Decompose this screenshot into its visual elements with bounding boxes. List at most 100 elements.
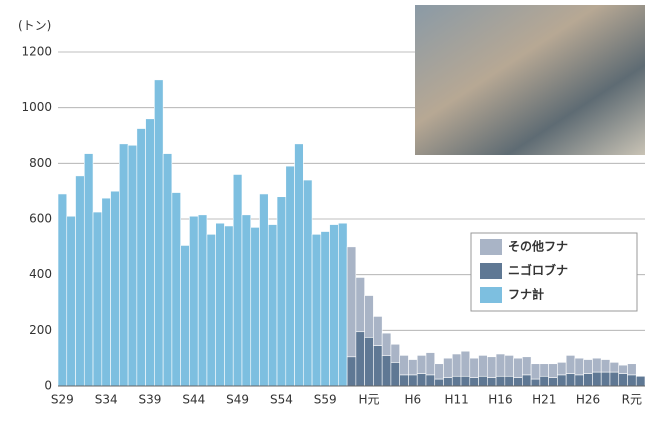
bar: [241, 214, 252, 387]
bar: [329, 224, 339, 387]
bar: [495, 375, 506, 387]
x-tick-label: S59: [314, 393, 337, 407]
y-tick-label: 200: [29, 323, 52, 337]
bar: [425, 374, 436, 387]
y-tick-label: 0: [44, 379, 52, 393]
legend-label: ニゴロブナ: [508, 263, 568, 278]
bar: [635, 375, 646, 387]
bar: [583, 373, 593, 387]
bar: [434, 378, 444, 387]
bar: [574, 357, 584, 376]
bar: [180, 245, 190, 387]
bar: [627, 363, 637, 376]
bar: [232, 174, 243, 387]
bar: [303, 179, 313, 387]
bar: [346, 246, 357, 358]
bar: [539, 363, 549, 377]
x-tick-label: S29: [51, 393, 74, 407]
x-tick-label: H21: [532, 393, 556, 407]
bar: [171, 192, 181, 387]
bar: [469, 377, 479, 387]
x-tick-label: H26: [576, 393, 600, 407]
bar: [443, 357, 453, 378]
bar: [522, 356, 532, 376]
bar: [154, 79, 164, 387]
x-tick-label: S44: [182, 393, 205, 407]
bar: [618, 364, 628, 374]
x-tick-label: H16: [488, 393, 512, 407]
bar: [373, 316, 383, 346]
bar: [101, 197, 111, 387]
bar: [451, 353, 462, 377]
bar: [583, 359, 593, 374]
bar: [451, 375, 462, 387]
bar: [92, 211, 103, 387]
bar: [557, 362, 567, 376]
y-tick-label: 600: [29, 212, 52, 226]
x-tick-label: S39: [139, 393, 162, 407]
x-tick-label: S34: [95, 393, 118, 407]
bar: [267, 224, 278, 387]
bar: [574, 374, 584, 387]
legend-swatch: [480, 263, 502, 279]
legend-label: フナ計: [508, 287, 544, 302]
x-tick-label: H元: [359, 393, 380, 407]
bar: [522, 374, 532, 387]
bar: [469, 357, 479, 378]
bar: [373, 345, 383, 387]
bar: [478, 355, 488, 377]
legend-swatch: [480, 239, 502, 255]
bar: [416, 355, 427, 374]
y-tick-label: 400: [29, 267, 52, 281]
bar: [355, 277, 365, 333]
x-tick-label: R元: [622, 393, 642, 407]
bar: [548, 377, 558, 387]
bar: [276, 196, 287, 387]
bar: [609, 362, 620, 373]
bar: [513, 377, 523, 387]
bar: [504, 355, 514, 377]
bar: [127, 144, 138, 387]
bar: [399, 355, 409, 376]
bar: [110, 190, 120, 387]
bar: [355, 331, 365, 387]
bar: [557, 374, 567, 387]
bar: [513, 357, 523, 378]
bar: [162, 153, 173, 387]
bar: [119, 143, 129, 387]
bar: [75, 175, 85, 387]
bar: [294, 143, 304, 387]
bar: [215, 222, 225, 387]
x-tick-label: S54: [270, 393, 293, 407]
bar: [592, 371, 602, 387]
bar: [408, 374, 418, 387]
bar: [618, 373, 628, 387]
bar: [338, 222, 348, 387]
bar: [486, 377, 497, 387]
y-tick-label: 800: [29, 156, 52, 170]
bar: [530, 378, 541, 387]
bar: [136, 128, 146, 387]
bar: [197, 214, 208, 387]
bar: [346, 356, 357, 387]
bar: [627, 374, 637, 387]
bar: [460, 375, 471, 387]
photo: [415, 5, 645, 155]
bar: [548, 363, 558, 378]
bar: [311, 234, 322, 387]
x-tick-label: H11: [444, 393, 468, 407]
bar: [224, 225, 234, 387]
bar: [390, 343, 400, 363]
bar: [416, 373, 427, 387]
bar: [66, 215, 76, 387]
bar: [259, 193, 269, 387]
bar: [530, 363, 541, 380]
bar: [250, 227, 260, 387]
bar: [504, 375, 514, 387]
bar: [434, 363, 444, 380]
bar: [381, 355, 392, 387]
legend-swatch: [480, 287, 502, 303]
bar: [381, 332, 392, 356]
y-tick-label: 1000: [21, 100, 52, 114]
bar: [565, 355, 576, 374]
